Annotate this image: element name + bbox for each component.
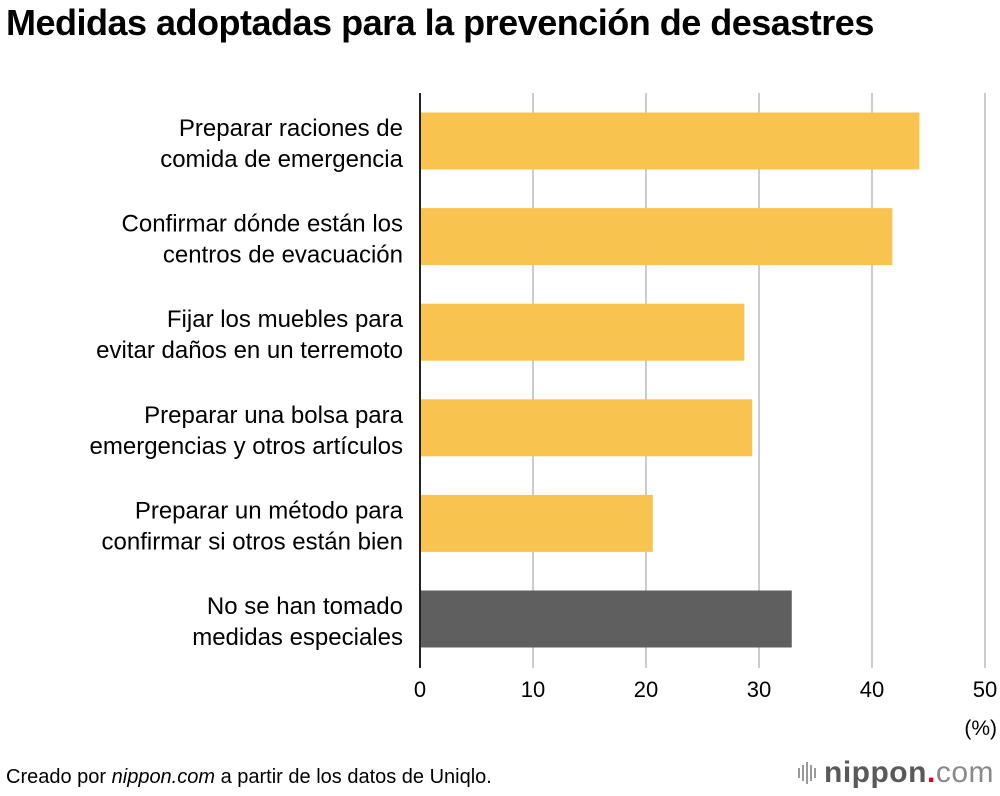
category-label-5-1: medidas especiales (192, 624, 403, 651)
x-tick-label-30: 30 (747, 677, 771, 702)
chart-title: Medidas adoptadas para la prevención de … (6, 2, 874, 43)
logo-tld: com (935, 756, 994, 789)
source-note: Creado por nippon.com a partir de los da… (6, 766, 492, 789)
category-label-3-0: Preparar una bolsa para (144, 402, 403, 429)
bar-5 (420, 590, 792, 648)
bar-2 (420, 303, 745, 361)
x-tick-label-0: 0 (414, 677, 426, 702)
logo-dot: . (926, 756, 936, 789)
x-axis-unit-label: (%) (964, 717, 997, 740)
category-label-2-1: evitar daños en un terremoto (96, 337, 403, 364)
category-label-3-1: emergencias y otros artículos (90, 433, 403, 460)
bar-3 (420, 399, 753, 457)
soundwave-icon (798, 762, 816, 784)
category-label-4-0: Preparar un método para (135, 497, 404, 524)
bar-1 (420, 208, 893, 266)
source-suffix: a partir de los datos de Uniqlo. (215, 766, 492, 788)
bar-4 (420, 494, 653, 552)
x-tick-label-40: 40 (860, 677, 884, 702)
logo-name: nippon (824, 756, 927, 789)
bar-0 (420, 112, 920, 170)
category-label-0-1: comida de emergencia (160, 146, 403, 173)
category-label-0-0: Preparar raciones de (179, 115, 403, 142)
source-site: nippon.com (111, 766, 216, 788)
category-label-1-1: centros de evacuación (163, 242, 403, 269)
x-tick-label-50: 50 (973, 677, 997, 702)
logo-wordmark: nippon.com (824, 756, 994, 790)
source-prefix: Creado por (6, 766, 112, 788)
category-label-2-0: Fijar los muebles para (167, 306, 404, 333)
x-tick-label-20: 20 (634, 677, 658, 702)
category-label-1-0: Confirmar dónde están los (122, 211, 403, 238)
category-label-4-1: confirmar si otros están bien (102, 528, 403, 555)
nippon-logo: nippon.com (798, 756, 994, 790)
x-tick-label-10: 10 (521, 677, 545, 702)
category-label-5-0: No se han tomado (207, 593, 403, 620)
